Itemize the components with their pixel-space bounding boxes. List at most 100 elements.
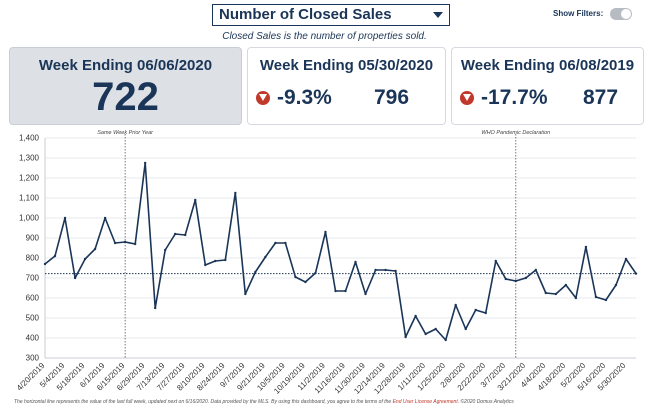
prior-year-card: Week Ending 06/08/2019 -17.7% 877 [451, 47, 644, 125]
prior-year-value: 877 [583, 86, 619, 109]
data-point [614, 283, 618, 287]
data-point [83, 257, 87, 261]
prior-week-value: 796 [374, 86, 410, 109]
y-tick-label: 1,100 [19, 194, 40, 203]
data-point [234, 191, 237, 195]
data-point [344, 289, 347, 293]
chevron-down-icon[interactable] [433, 12, 443, 18]
data-point [624, 257, 628, 261]
data-point [364, 292, 367, 296]
data-point [123, 240, 127, 244]
data-point [474, 308, 477, 312]
data-point [53, 254, 57, 258]
y-tick-label: 800 [26, 254, 40, 263]
y-tick-label: 600 [26, 294, 40, 303]
data-point [334, 289, 337, 293]
y-tick-label: 400 [26, 334, 40, 343]
toggle-knob [621, 9, 631, 19]
y-tick-label: 900 [26, 234, 40, 243]
footer-note: The horizontal line represents the value… [14, 399, 644, 405]
y-tick-label: 300 [26, 354, 40, 363]
data-point [164, 248, 167, 252]
prior-week-title: Week Ending 05/30/2020 [259, 57, 434, 74]
data-point [274, 241, 277, 245]
eula-link[interactable]: End User License Agreement. [392, 399, 460, 405]
data-point [324, 230, 327, 234]
closed-sales-series-line [44, 162, 637, 341]
show-filters-label: Show Filters: [553, 9, 604, 18]
metric-select-value: Number of Closed Sales [219, 6, 392, 23]
data-point [224, 258, 227, 262]
prior-year-change: -17.7% [481, 86, 548, 109]
data-point [434, 327, 437, 331]
data-point [454, 303, 457, 307]
data-point [484, 311, 487, 315]
data-point [113, 241, 117, 245]
data-point [254, 270, 257, 274]
data-point [394, 269, 397, 273]
data-point [133, 242, 137, 246]
data-point [424, 332, 427, 336]
data-point [414, 314, 417, 318]
metric-description: Closed Sales is the number of properties… [222, 31, 427, 42]
footer-copyright: ©2020 Domus Analytics [460, 399, 514, 405]
data-point [93, 247, 97, 251]
data-point [524, 276, 528, 280]
data-point [504, 277, 507, 281]
data-point [544, 291, 548, 295]
data-point [464, 327, 467, 331]
y-tick-label: 700 [26, 274, 40, 283]
current-week-title: Week Ending 06/06/2020 [38, 57, 213, 74]
y-tick-label: 1,400 [19, 134, 40, 143]
data-point [554, 292, 558, 296]
data-point [574, 296, 578, 300]
data-point [214, 259, 217, 263]
current-week-card: Week Ending 06/06/2020 722 [9, 47, 242, 125]
data-point [384, 268, 387, 272]
annotation-label: Same Week Prior Year [97, 130, 154, 136]
data-point [634, 272, 638, 275]
show-filters-toggle[interactable] [610, 8, 632, 20]
metric-select[interactable]: Number of Closed Sales [212, 4, 450, 26]
current-week-value: 722 [92, 75, 159, 119]
data-point [294, 275, 297, 279]
data-point [184, 233, 187, 237]
y-tick-label: 1,300 [19, 154, 40, 163]
prior-week-change: -9.3% [277, 86, 332, 109]
data-point [43, 262, 47, 266]
arrow-down-icon [256, 91, 270, 105]
arrow-down-icon [460, 91, 474, 105]
data-point [314, 271, 317, 275]
footer-text: The horizontal line represents the value… [14, 399, 392, 405]
prior-year-title: Week Ending 06/08/2019 [460, 57, 635, 74]
data-point [103, 216, 107, 220]
data-point [284, 241, 287, 245]
data-point [584, 245, 588, 249]
data-point [153, 306, 157, 310]
data-point [354, 260, 357, 264]
data-point [73, 276, 77, 280]
y-tick-label: 500 [26, 314, 40, 323]
data-point [204, 263, 207, 267]
closed-sales-line-chart: 300 400 500 600 700 800 900 1,000 1,100 1,200 1,30… [15, 130, 638, 396]
data-point [143, 161, 147, 165]
data-point [404, 335, 407, 339]
data-point [244, 292, 247, 296]
data-point [264, 255, 267, 259]
data-point [604, 298, 608, 302]
annotation-label: WHO Pandemic Declaration [481, 130, 550, 136]
data-point [374, 268, 377, 272]
data-point [174, 232, 177, 236]
data-point [514, 279, 517, 283]
data-point [594, 295, 598, 299]
y-tick-label: 1,000 [19, 214, 40, 223]
data-point [534, 268, 538, 272]
data-point [444, 338, 447, 342]
data-point [494, 259, 497, 263]
prior-week-card: Week Ending 05/30/2020 -9.3% 796 [247, 47, 446, 125]
data-point [304, 280, 307, 284]
data-point [194, 198, 197, 202]
data-point [564, 283, 568, 287]
data-point [63, 216, 67, 220]
y-tick-label: 1,200 [19, 174, 40, 183]
